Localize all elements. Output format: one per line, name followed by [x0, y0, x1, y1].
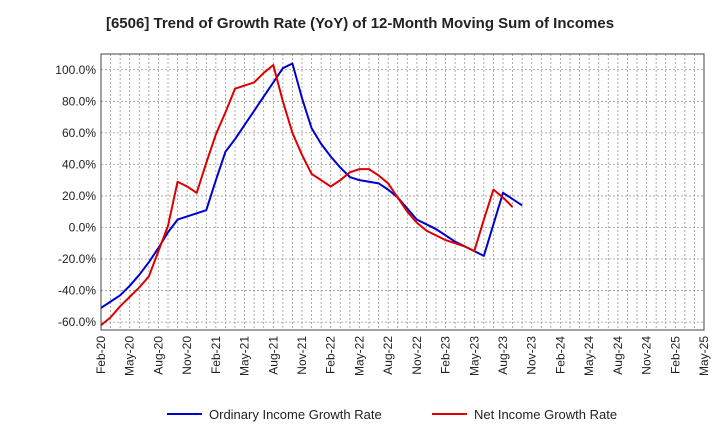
series-line-net-income [100, 64, 514, 327]
x-tick-label: Aug-21 [266, 336, 280, 375]
y-tick-label: 100.0% [55, 63, 96, 77]
x-tick-label: Nov-21 [295, 336, 309, 375]
x-tick-label: Aug-22 [381, 336, 395, 375]
plot-frame [100, 53, 705, 331]
y-tick-labels: -60.0% -40.0% -20.0% 0.0% 20.0% 40.0% 60.0% 80.… [55, 63, 96, 329]
x-tick-label: May-21 [238, 336, 252, 376]
x-tick-label: Nov-24 [640, 336, 654, 375]
x-tick-label: Feb-23 [439, 336, 453, 374]
chart-title: [6506] Trend of Growth Rate (YoY) of 12-… [105, 15, 615, 32]
y-tick-label: 40.0% [62, 157, 96, 171]
series-line-ordinary-income [100, 62, 523, 309]
y-tick-label: -40.0% [58, 284, 96, 298]
x-tick-labels: Feb-20 May-20 Aug-20 Nov-20 Feb-21 May-21 Aug-… [94, 336, 711, 376]
x-tick-label: May-22 [352, 336, 366, 376]
x-tick-label: Aug-20 [151, 336, 165, 375]
series-layer [100, 62, 523, 327]
x-tick-label: Feb-24 [553, 336, 567, 374]
x-tick-label: Nov-20 [180, 336, 194, 375]
x-tick-label: May-24 [582, 336, 596, 376]
x-tick-label: May-25 [697, 336, 711, 376]
legend-label: Ordinary Income Growth Rate [209, 407, 382, 422]
x-tick-label: Feb-21 [209, 336, 223, 374]
x-tick-label: May-23 [467, 336, 481, 376]
x-tick-label: Feb-22 [324, 336, 338, 374]
legend-label: Net Income Growth Rate [474, 407, 617, 422]
legend: Ordinary Income Growth Rate Net Income Gr… [167, 407, 617, 422]
x-tick-label: May-20 [123, 336, 137, 376]
y-tick-label: -20.0% [58, 252, 96, 266]
x-tick-label: Feb-25 [668, 336, 682, 374]
plot-area [101, 54, 704, 330]
x-tick-label: Aug-23 [496, 336, 510, 375]
y-tick-label: -60.0% [58, 315, 96, 329]
x-tick-label: Nov-22 [410, 336, 424, 375]
y-tick-label: 60.0% [62, 126, 96, 140]
y-tick-label: 0.0% [69, 220, 97, 234]
y-tick-label: 20.0% [62, 189, 96, 203]
x-tick-label: Nov-23 [525, 336, 539, 375]
y-tick-label: 80.0% [62, 94, 96, 108]
x-tick-label: Feb-20 [94, 336, 108, 374]
x-tick-label: Aug-24 [611, 336, 625, 375]
